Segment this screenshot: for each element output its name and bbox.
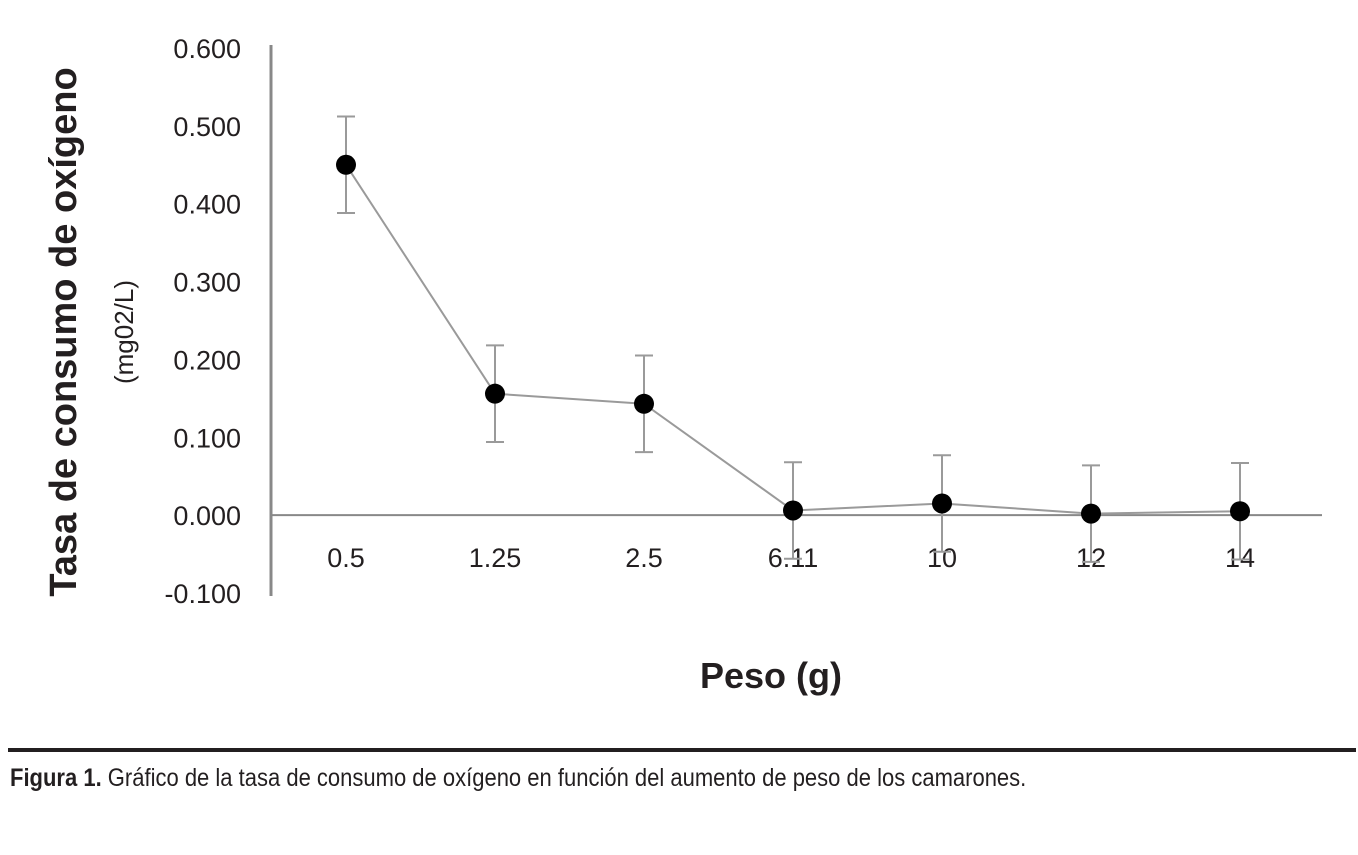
data-point [336, 154, 356, 175]
y-tick-label: 0.200 [173, 345, 241, 375]
figure-caption: Figura 1. Gráfico de la tasa de consumo … [10, 764, 1189, 793]
data-point [932, 493, 952, 514]
y-axis-units: (mg02/L) [109, 280, 139, 384]
y-tick-label: 0.600 [173, 34, 241, 64]
y-tick-label: 0.100 [173, 423, 241, 453]
y-tick-label: 0.300 [173, 268, 241, 298]
y-tick-label: 0.500 [173, 112, 241, 142]
y-tick-label: 0.000 [173, 501, 241, 531]
data-point [485, 383, 505, 404]
y-tick-label: -0.100 [164, 579, 241, 609]
y-tick-label: 0.400 [173, 190, 241, 220]
chart: 0.600 0.500 0.400 0.300 0.200 0.100 0.000 -0.10… [43, 34, 1322, 696]
data-point [1081, 503, 1101, 524]
caption-divider [8, 748, 1356, 752]
x-tick-label: 2.5 [625, 543, 663, 573]
y-axis-title: Tasa de consumo de oxígeno [43, 67, 85, 596]
x-tick-label: 1.25 [469, 543, 522, 573]
data-point [634, 393, 654, 414]
figure-label: Figura 1. [10, 764, 102, 792]
markers [336, 154, 1250, 524]
x-tick-label: 0.5 [327, 543, 365, 573]
x-axis-title: Peso (g) [700, 655, 842, 696]
data-point [1230, 501, 1250, 522]
figure-caption-text: Gráfico de la tasa de consumo de oxígeno… [101, 764, 1027, 792]
data-point [783, 500, 803, 521]
y-tick-labels: 0.600 0.500 0.400 0.300 0.200 0.100 0.000 -0.10… [164, 34, 241, 609]
error-bars [337, 115, 1249, 563]
